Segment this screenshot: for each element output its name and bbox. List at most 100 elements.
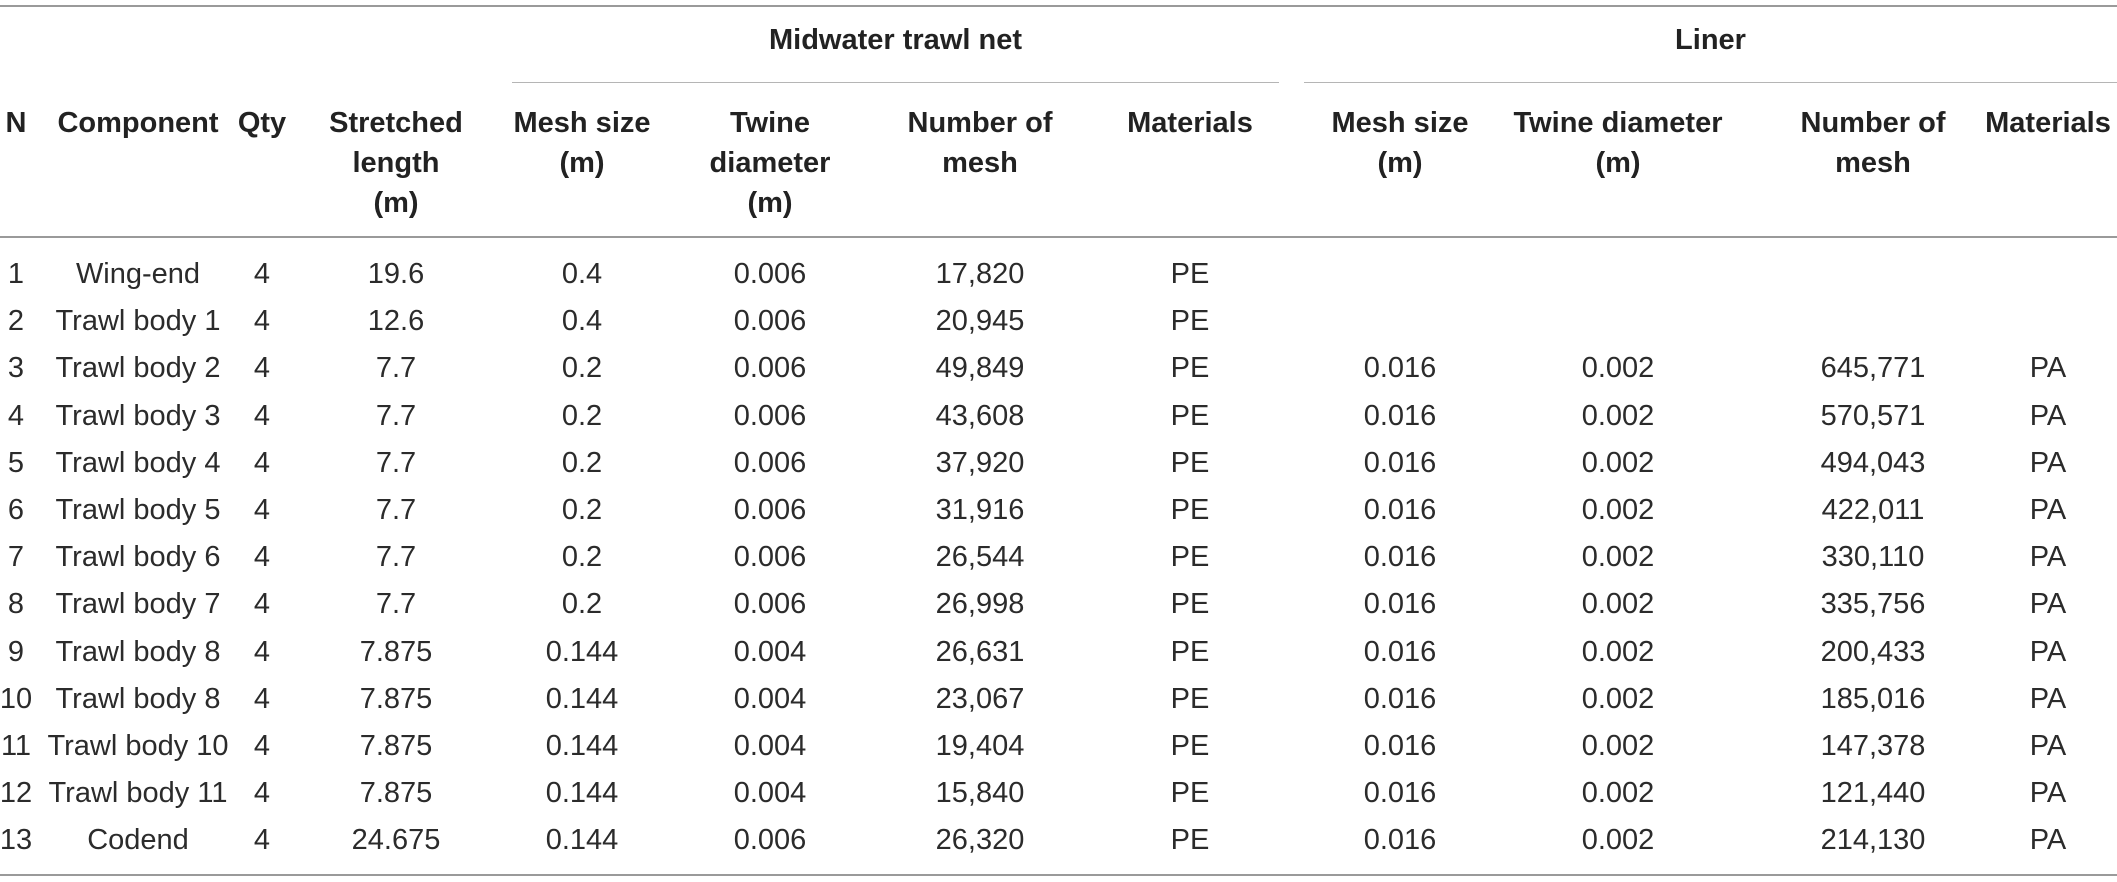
group-header-midwater: Midwater trawl net <box>769 24 1022 56</box>
table-cell-qty: 4 <box>253 446 271 479</box>
column-header-qty: Qty <box>237 107 287 139</box>
table-cell-materials: PE <box>1170 682 1210 715</box>
table-cell-twine-diameter: 0.004 <box>733 777 807 810</box>
table-cell-component: Trawl body 2 <box>55 352 221 385</box>
table-cell-stretched-length: 7.875 <box>359 730 433 762</box>
table-cell-liner-mesh-size: 0.016 <box>1363 824 1437 857</box>
table-cell-materials: PE <box>1170 305 1210 338</box>
table-cell-n: 13 <box>0 824 33 857</box>
table-cell-liner-materials: PA <box>2029 730 2067 762</box>
table-cell-materials: PE <box>1170 258 1210 290</box>
table-cell-liner-number-of-mesh: 645,771 <box>1820 352 1926 385</box>
table-cell-n: 3 <box>7 352 25 385</box>
table-cell-liner-number-of-mesh: 185,016 <box>1820 682 1926 715</box>
table-cell-liner-twine-diameter: 0.002 <box>1581 682 1655 715</box>
table-cell-qty: 4 <box>253 588 271 621</box>
table-cell-liner-twine-diameter: 0.002 <box>1581 541 1655 574</box>
table-cell-qty: 4 <box>253 258 271 290</box>
table-cell-twine-diameter: 0.006 <box>733 446 807 479</box>
table-cell-liner-twine-diameter: 0.002 <box>1581 352 1655 385</box>
table-cell-liner-number-of-mesh: 570,571 <box>1820 399 1926 432</box>
table-cell-stretched-length: 7.7 <box>375 399 417 432</box>
table-cell-number-of-mesh: 23,067 <box>935 682 1025 715</box>
table-cell-twine-diameter: 0.006 <box>733 258 807 290</box>
table-cell-n: 10 <box>0 682 33 715</box>
table-cell-liner-number-of-mesh: 200,433 <box>1820 635 1926 668</box>
table-cell-mesh-size: 0.4 <box>561 305 603 338</box>
table-cell-liner-number-of-mesh: 330,110 <box>1821 541 1925 574</box>
table-cell-n: 9 <box>7 635 25 668</box>
table-cell-liner-mesh-size: 0.016 <box>1363 682 1437 715</box>
column-header-liner-materials: Materials <box>1985 107 2111 139</box>
table-cell-liner-twine-diameter: 0.002 <box>1581 635 1655 668</box>
table-cell-qty: 4 <box>253 494 271 526</box>
table-cell-number-of-mesh: 15,840 <box>935 777 1025 810</box>
table-cell-number-of-mesh: 26,320 <box>935 824 1025 857</box>
table-cell-qty: 4 <box>253 352 271 385</box>
table-cell-liner-materials: PA <box>2029 588 2067 621</box>
table-cell-liner-materials: PA <box>2029 541 2067 574</box>
table-cell-liner-twine-diameter: 0.002 <box>1581 399 1655 432</box>
table-cell-component: Trawl body 3 <box>55 399 221 432</box>
header-bottom-rule <box>0 236 2117 238</box>
table-cell-qty: 4 <box>253 777 271 810</box>
table-cell-stretched-length: 7.7 <box>375 588 417 621</box>
table-cell-liner-materials: PA <box>2029 399 2067 432</box>
table-cell-stretched-length: 7.7 <box>375 446 417 479</box>
table-cell-number-of-mesh: 43,608 <box>935 399 1025 432</box>
table-cell-liner-materials: PA <box>2029 352 2067 385</box>
table-cell-stretched-length: 7.7 <box>375 494 417 526</box>
table-cell-liner-materials: PA <box>2029 635 2067 668</box>
table-cell-materials: PE <box>1170 446 1210 479</box>
table-cell-component: Trawl body 7 <box>55 588 221 621</box>
table-cell-number-of-mesh: 26,544 <box>935 541 1025 574</box>
table-cell-twine-diameter: 0.004 <box>733 635 807 668</box>
table-cell-qty: 4 <box>253 305 271 338</box>
table-cell-n: 11 <box>0 730 32 762</box>
column-header-mesh-size: Mesh size (m) <box>513 107 651 179</box>
table-cell-stretched-length: 19.6 <box>367 258 425 290</box>
table-cell-materials: PE <box>1170 635 1210 668</box>
table-cell-stretched-length: 7.7 <box>375 541 417 574</box>
table-cell-liner-twine-diameter: 0.002 <box>1581 824 1655 857</box>
table-cell-twine-diameter: 0.006 <box>733 541 807 574</box>
table-cell-twine-diameter: 0.006 <box>733 305 807 338</box>
table-cell-liner-materials: PA <box>2029 682 2067 715</box>
table-cell-mesh-size: 0.4 <box>561 258 603 290</box>
table-cell-number-of-mesh: 31,916 <box>935 494 1025 526</box>
table-cell-component: Trawl body 8 <box>55 635 221 668</box>
table-cell-liner-twine-diameter: 0.002 <box>1581 777 1655 810</box>
table-cell-liner-twine-diameter: 0.002 <box>1581 730 1655 762</box>
table-cell-stretched-length: 7.875 <box>359 635 433 668</box>
column-header-liner-twine-diameter: Twine diameter (m) <box>1513 107 1723 179</box>
table-cell-materials: PE <box>1170 730 1210 762</box>
column-header-n: N <box>5 107 27 139</box>
table-cell-liner-number-of-mesh: 335,756 <box>1820 588 1926 621</box>
table-cell-mesh-size: 0.2 <box>561 588 603 621</box>
table-cell-qty: 4 <box>253 399 271 432</box>
table-cell-mesh-size: 0.144 <box>545 824 619 857</box>
table-cell-n: 12 <box>0 777 33 810</box>
table-cell-materials: PE <box>1170 494 1210 526</box>
table-cell-liner-materials: PA <box>2029 446 2067 479</box>
table-cell-liner-mesh-size: 0.016 <box>1363 399 1437 432</box>
liner-group-rule <box>1304 82 2117 83</box>
table-cell-component: Trawl body 8 <box>55 682 221 715</box>
table-cell-liner-mesh-size: 0.016 <box>1363 541 1437 574</box>
table-cell-liner-mesh-size: 0.016 <box>1363 446 1437 479</box>
table-cell-mesh-size: 0.144 <box>545 730 619 762</box>
table-cell-component: Trawl body 10 <box>47 730 229 762</box>
table-cell-number-of-mesh: 20,945 <box>935 305 1025 338</box>
column-header-liner-mesh-size: Mesh size (m) <box>1331 107 1469 179</box>
table-cell-stretched-length: 7.875 <box>359 777 433 810</box>
table-cell-materials: PE <box>1170 824 1210 857</box>
table-cell-n: 8 <box>7 588 25 621</box>
table-cell-number-of-mesh: 26,998 <box>935 588 1025 621</box>
table-cell-number-of-mesh: 17,820 <box>935 258 1025 290</box>
table-cell-twine-diameter: 0.006 <box>733 494 807 526</box>
table-cell-mesh-size: 0.144 <box>545 635 619 668</box>
table-cell-mesh-size: 0.2 <box>561 399 603 432</box>
table-cell-liner-mesh-size: 0.016 <box>1363 777 1437 810</box>
table-cell-materials: PE <box>1170 588 1210 621</box>
